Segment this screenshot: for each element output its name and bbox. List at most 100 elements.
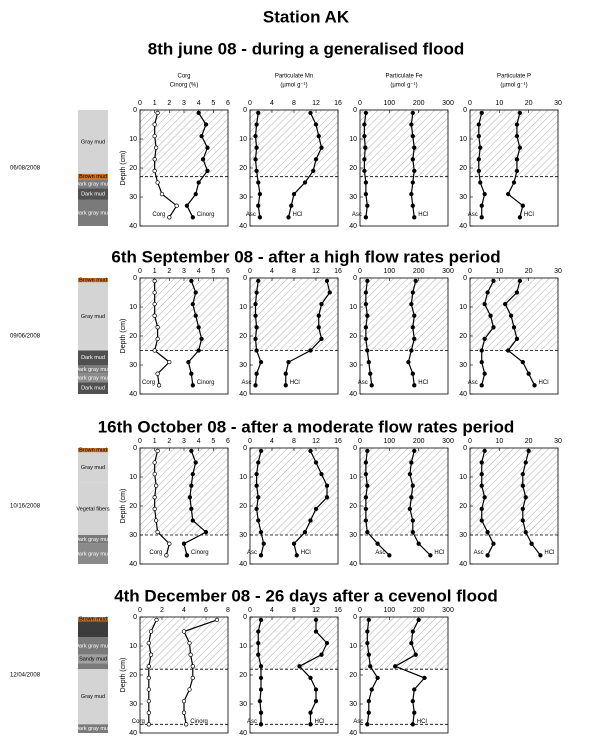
profile-point [416,541,421,546]
profile-line [409,450,431,556]
y-tick-label: 10 [349,643,357,650]
profile-line [293,450,328,556]
profile-point [152,348,157,353]
profile-point [410,133,415,139]
core-layer-label: Sandy mud [79,657,107,663]
profile-line [257,619,262,725]
x-tick-label: 0 [358,607,362,614]
profile-point [409,191,414,197]
profile-line [183,450,208,556]
profile-point [313,460,319,465]
y-tick-label: 40 [349,391,357,398]
profile-point [189,483,194,488]
y-tick-label: 30 [459,362,467,369]
y-tick-label: 40 [239,391,247,398]
x-tick-label: 100 [383,100,395,107]
profile-point [253,133,258,139]
profile-point [409,640,414,646]
profile-point [257,698,263,704]
profile-point [190,518,195,523]
profile-point [155,371,160,376]
profile-point [410,157,415,162]
y-tick-label: 20 [349,165,357,172]
y-tick-label: 40 [349,561,357,568]
profile-point [369,383,374,388]
core-layer [78,173,108,180]
x-tick-label: 200 [413,268,425,275]
section-heading: 6th September 08 - after a high flow rat… [111,247,500,266]
profile-point [152,290,157,295]
x-tick-label: 30 [554,438,562,445]
profile-line [407,280,417,386]
x-tick-label: 8 [292,438,296,445]
x-tick-label: 300 [442,268,454,275]
y-tick-label: 40 [459,391,467,398]
profile-point [203,529,209,535]
profile-point [476,133,481,139]
y-tick-label: 30 [349,362,357,369]
y-tick-label: 20 [129,672,137,679]
core-layer-label: Brown mud [79,174,107,180]
profile-point [409,460,414,465]
x-tick-label: 0 [138,100,142,107]
core-layer-label: Gray mud [81,314,105,320]
profile-point [311,168,316,174]
profile-line [504,280,536,386]
profile-line [287,112,323,218]
profile-point [479,348,484,353]
profile-point [517,145,523,150]
profile-point [532,383,537,388]
series-label: Asc [247,550,257,556]
profile-point [410,290,415,295]
profile-point [366,652,371,657]
y-tick-label: 30 [459,532,467,539]
y-tick-label: 10 [349,136,357,143]
profile-point [508,313,514,318]
x-tick-label: 0 [138,268,142,275]
profile-point [308,675,313,681]
core-layer [78,535,108,544]
profile-point [517,215,523,220]
series-label: HCl [539,380,549,386]
profile-point [478,180,483,185]
profile-point [253,157,258,162]
column-header: (µmol g⁻¹) [390,83,417,89]
profile-point [410,629,415,634]
sample-date: 10/16/2008 [10,504,41,510]
profile-point [410,371,415,376]
x-tick-label: 1 [153,268,157,275]
profile-point [254,348,259,353]
profile-point [365,640,370,646]
profile-point [256,629,261,634]
profile-point [196,110,201,116]
hatch [360,617,448,670]
profile-point [155,325,160,330]
x-tick-label: 10 [495,438,503,445]
series-label: Cinorg [197,380,215,386]
profile-point [363,110,369,116]
profile-point [254,471,259,477]
profile-point [363,471,369,477]
y-tick-label: 30 [459,194,467,201]
profile-point [410,698,415,704]
profile-point [152,495,157,500]
y-tick-label: 10 [459,136,467,143]
profile-point [363,215,369,220]
y-tick-label: 40 [129,561,137,568]
core-layer [78,621,108,638]
hatch [360,448,448,535]
y-tick-label: 0 [463,445,467,452]
profile-point [253,383,258,388]
profile-point [258,675,264,681]
profile-point [256,110,261,116]
profile-line [153,280,171,386]
profile-point [363,191,369,197]
profile-point [258,710,264,715]
x-tick-label: 1 [153,438,157,445]
profile-point [410,483,415,488]
profile-point [520,506,525,512]
x-tick-label: 8 [292,607,296,614]
profile-point [412,687,417,692]
profile-point [199,133,204,139]
profile-point [152,278,157,284]
